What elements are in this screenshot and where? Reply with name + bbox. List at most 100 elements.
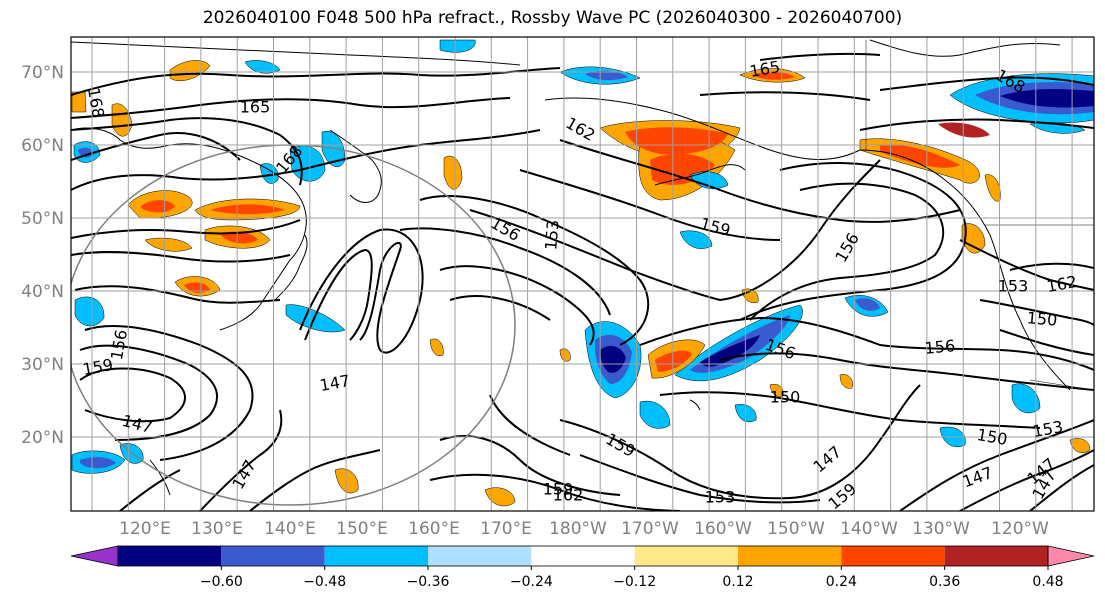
contour-line (439, 265, 595, 346)
shade-neg-6 (285, 304, 346, 333)
map-frame (70, 36, 1095, 512)
coast-nw-america (859, 149, 1071, 391)
shade-pos-22 (769, 384, 784, 397)
shade-pos-15 (961, 223, 986, 254)
longitude-labels: 120°E 130°E 140°E 150°E 160°E 170°E 180°W 170°W… (119, 519, 1049, 539)
contour-line (71, 117, 303, 186)
coast-hawaii (689, 399, 701, 411)
lon-label: 150°W (767, 519, 825, 539)
contour-label: 150 (1026, 308, 1058, 330)
colorbar-segment (634, 546, 738, 566)
contour-line (71, 97, 511, 119)
contour-line (71, 251, 291, 263)
shade-pos-12b (880, 144, 960, 168)
colorbar-frame (117, 545, 1049, 567)
colorbar-tick-label: −0.24 (510, 574, 553, 590)
contour-label: 159 (543, 480, 574, 499)
contour-line (304, 248, 373, 341)
lon-label: 180°W (549, 519, 607, 539)
shade-neg-12c (1000, 89, 1094, 108)
contour-line (449, 295, 551, 321)
shade-neg-9 (244, 60, 281, 74)
shade-neg-5 (74, 296, 105, 327)
contour-line (579, 454, 821, 504)
contour-label: 153 (705, 488, 736, 507)
contour-line (429, 473, 681, 511)
shade-neg-20 (1011, 383, 1041, 414)
contour-label: 165 (240, 98, 271, 117)
shade-neg-18 (639, 400, 671, 429)
contour-line (419, 195, 650, 346)
lat-label: 20°N (21, 428, 64, 448)
coast-asia (71, 127, 307, 331)
shade-pos-7 (169, 60, 211, 82)
shade-pos-24 (429, 338, 444, 356)
coast-alaska-pan (654, 164, 746, 186)
anomaly-shading (71, 39, 1094, 507)
contour-line (759, 52, 881, 61)
contour-label: 150 (770, 388, 801, 407)
shade-pos-19 (1069, 438, 1091, 453)
contour-line (749, 182, 945, 321)
shade-pos-9 (443, 155, 463, 190)
contour-line (1009, 262, 1094, 271)
colorbar-segment (738, 546, 842, 566)
coast-canada (869, 39, 1061, 57)
colorbar-segment (841, 546, 945, 566)
contour-line (659, 391, 1041, 429)
colorbar-tick-label: 0.36 (929, 574, 960, 590)
colorbar: −0.60 −0.48 −0.36 −0.24 −0.12 0.12 0.24 0.36 0.4… (70, 545, 1095, 590)
lat-label: 30°N (21, 355, 64, 375)
lon-label: 120°W (991, 519, 1049, 539)
shade-pos-20 (839, 374, 853, 389)
contour-line (74, 285, 281, 304)
contour-line (739, 162, 967, 321)
contour-line (469, 159, 881, 302)
shade-neg-15 (679, 230, 713, 249)
colorbar-segment (531, 546, 635, 566)
colorbar-tick-label: −0.12 (613, 574, 656, 590)
map-panel (71, 37, 1094, 511)
colorbar-tick-label: 0.48 (1032, 574, 1063, 590)
lat-label: 60°N (21, 136, 64, 156)
shade-pos-13 (938, 122, 990, 138)
contour-line (639, 316, 1094, 371)
shade-pos-2b (210, 204, 285, 215)
shade-neg-1b (78, 147, 94, 158)
lon-label: 160°W (694, 519, 752, 539)
shade-pos-21 (559, 348, 571, 362)
contour-line (84, 324, 254, 461)
contour-line (559, 139, 961, 223)
lat-label: 40°N (21, 282, 64, 302)
contour-line (71, 67, 561, 96)
lat-label: 50°N (21, 209, 64, 229)
colorbar-tick-label: 0.12 (722, 574, 753, 590)
colorbar-extend-low (70, 545, 119, 567)
shade-neg-19b (855, 298, 880, 311)
contour-line (959, 239, 1094, 291)
map-title: 2026040100 F048 500 hPa refract., Rossby… (202, 8, 903, 28)
graticule (71, 37, 1094, 511)
contour-line (489, 394, 571, 456)
shade-pos-3b (220, 231, 258, 244)
contour-line (71, 219, 301, 239)
coast-alaska (544, 97, 861, 160)
latitude-labels: 70°N 60°N 50°N 40°N 30°N 20°N (21, 63, 64, 448)
contour-line (719, 352, 1094, 391)
lon-label: 140°W (840, 519, 898, 539)
contour-label: 156 (924, 336, 956, 358)
shade-neg-16c (600, 345, 626, 373)
lon-label: 140°E (264, 519, 316, 539)
lon-label: 160°E (408, 519, 460, 539)
refractivity-contours (71, 52, 1094, 511)
colorbar-tick-label: −0.60 (200, 574, 243, 590)
borders (865, 40, 1094, 391)
contour-label: 162 (553, 486, 584, 505)
contour-line (699, 91, 871, 101)
colorbar-extend-high (1047, 545, 1095, 567)
colorbar-segment (221, 546, 325, 566)
lon-label: 130°W (912, 519, 970, 539)
contour-line (79, 367, 186, 423)
shade-pos-1b (140, 200, 175, 213)
